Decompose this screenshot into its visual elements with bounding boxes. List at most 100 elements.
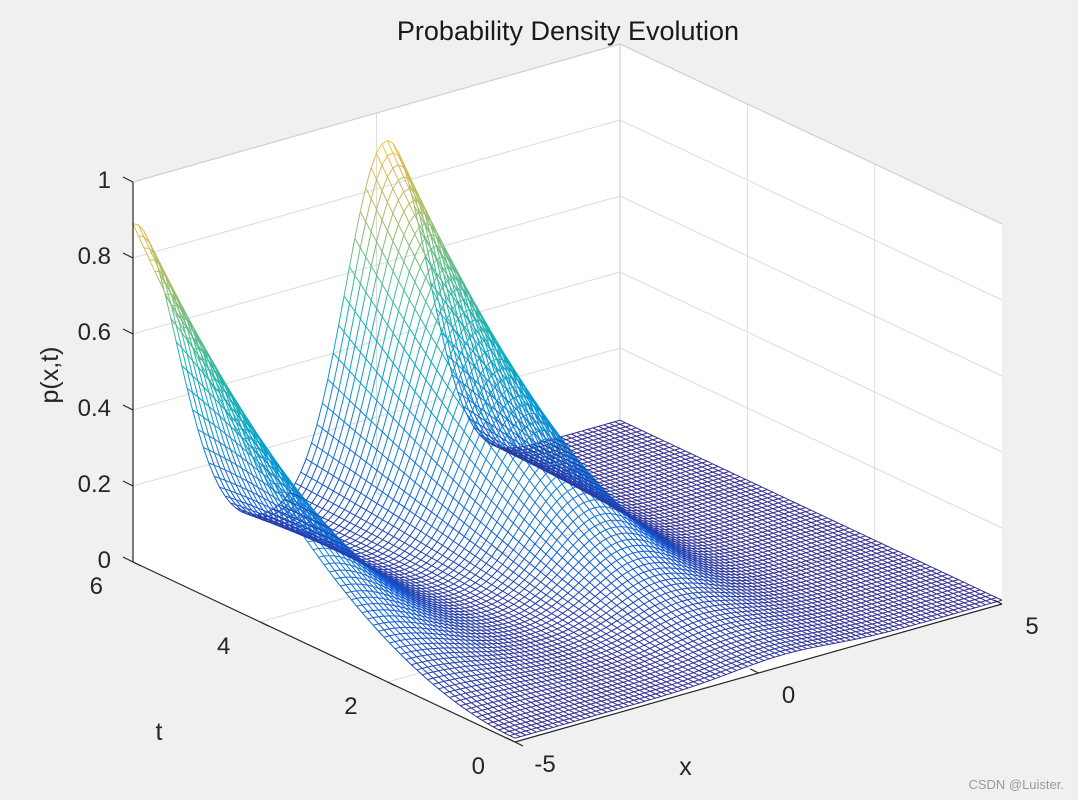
surface-line xyxy=(392,468,400,484)
surface-line xyxy=(387,442,394,460)
surface-line xyxy=(500,414,508,428)
surface-line xyxy=(381,385,389,407)
surface-line xyxy=(224,495,231,504)
surface-line xyxy=(213,398,221,417)
surface-line xyxy=(620,434,626,438)
surface-line xyxy=(527,447,534,450)
surface-line xyxy=(208,380,215,399)
surface-line xyxy=(685,457,692,460)
surface-line xyxy=(181,332,188,355)
surface-line xyxy=(338,465,345,480)
surface-line xyxy=(587,468,594,471)
surface-line xyxy=(235,499,242,507)
surface-line xyxy=(365,445,372,463)
surface-line xyxy=(387,241,394,262)
surface-line xyxy=(447,291,454,299)
surface-line xyxy=(273,476,281,489)
surface-line xyxy=(338,421,345,442)
surface-line xyxy=(403,356,410,378)
surface-line xyxy=(398,348,405,371)
surface-line xyxy=(641,432,648,436)
surface-line xyxy=(348,275,356,304)
surface-line xyxy=(132,223,139,226)
surface-line xyxy=(473,413,480,425)
surface-line xyxy=(451,327,459,350)
surface-line xyxy=(647,455,654,459)
surface-line xyxy=(465,665,471,667)
box-edge xyxy=(132,43,621,183)
surface-line xyxy=(213,452,221,468)
surface-line xyxy=(625,441,632,444)
surface-line xyxy=(300,475,307,487)
surface-line xyxy=(349,489,356,501)
surface-line xyxy=(506,440,513,450)
surface-line xyxy=(468,387,475,404)
surface-line xyxy=(620,475,627,478)
surface-line xyxy=(360,530,367,537)
surface-line xyxy=(609,478,616,481)
surface-line xyxy=(625,424,632,428)
surface-line xyxy=(403,188,410,193)
surface-line xyxy=(462,355,470,375)
surface-line xyxy=(674,452,681,455)
surface-line xyxy=(202,447,210,464)
surface-line xyxy=(360,545,367,550)
surface-line xyxy=(604,479,610,482)
surface-line xyxy=(430,264,437,291)
surface-line xyxy=(305,478,313,490)
surface-line xyxy=(376,519,384,528)
surface-line xyxy=(441,267,448,271)
surface-line xyxy=(360,521,367,529)
surface-line xyxy=(252,465,259,479)
surface-line xyxy=(400,632,406,635)
surface-line xyxy=(409,364,416,385)
surface-line xyxy=(349,405,356,427)
surface-line xyxy=(517,410,524,425)
surface-line xyxy=(603,439,610,442)
surface-line xyxy=(230,490,237,500)
surface-line xyxy=(447,348,454,363)
surface-line xyxy=(609,449,616,453)
surface-line xyxy=(435,235,443,255)
surface-line xyxy=(370,241,378,267)
surface-line xyxy=(241,414,248,428)
surface-line xyxy=(592,429,599,433)
surface-line xyxy=(365,231,372,258)
surface-line xyxy=(186,388,194,410)
surface-line xyxy=(354,318,361,346)
surface-line xyxy=(332,417,340,438)
surface-line xyxy=(473,421,480,431)
surface-line xyxy=(219,404,226,422)
surface-line xyxy=(355,527,362,535)
surface-line xyxy=(636,442,643,445)
surface-line xyxy=(370,341,378,366)
surface-line xyxy=(365,394,372,417)
surface-line xyxy=(436,270,443,278)
surface-line xyxy=(344,512,351,521)
surface-line xyxy=(149,259,155,261)
surface-line xyxy=(376,348,383,373)
surface-line xyxy=(365,466,373,481)
surface-line xyxy=(419,230,426,257)
surface-line xyxy=(381,324,389,349)
surface-line xyxy=(403,410,411,430)
surface-line xyxy=(517,427,524,440)
surface-line xyxy=(327,475,334,489)
surface-line xyxy=(419,277,427,292)
surface-line xyxy=(587,435,594,439)
surface-line xyxy=(425,336,432,354)
surface-line xyxy=(424,225,432,249)
surface-line xyxy=(625,461,632,465)
surface-line xyxy=(441,317,448,331)
surface-line xyxy=(359,256,367,284)
surface-line xyxy=(452,336,459,350)
surface-line xyxy=(268,478,275,491)
surface-line xyxy=(508,660,515,663)
surface-line xyxy=(387,391,394,413)
surface-line xyxy=(680,458,686,462)
surface-line xyxy=(332,359,340,385)
surface-line xyxy=(636,430,642,433)
surface-line xyxy=(652,445,659,449)
surface-line xyxy=(235,453,243,469)
